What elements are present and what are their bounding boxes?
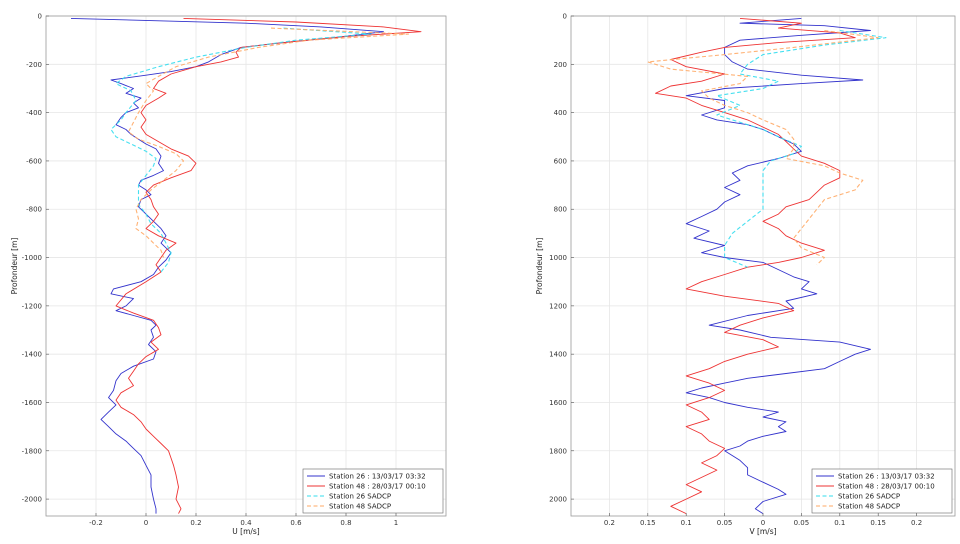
x-tick-label: 0 bbox=[144, 519, 148, 527]
y-tick-label: 400 bbox=[554, 109, 567, 117]
x-tick-label: -0.2 bbox=[89, 519, 103, 527]
series-line-3 bbox=[647, 29, 879, 266]
legend-label-0: Station 26 : 13/03/17 03:32 bbox=[329, 473, 426, 481]
x-tick-label: 0.2 bbox=[190, 519, 201, 527]
y-tick-label: 2000 bbox=[549, 496, 567, 504]
y-tick-label: -1200 bbox=[22, 302, 42, 310]
y-tick-label: 0 bbox=[38, 13, 42, 21]
x-axis-label: U [m/s] bbox=[232, 527, 260, 536]
legend-label-3: Station 48 SADCP bbox=[329, 503, 391, 511]
y-tick-label: -1800 bbox=[22, 447, 42, 455]
x-tick-label: 0.05 bbox=[794, 519, 810, 527]
series-line-0 bbox=[70, 17, 384, 514]
legend-label-2: Station 26 SADCP bbox=[329, 493, 391, 501]
y-axis-label: Profondeur [m] bbox=[10, 238, 19, 295]
x-tick-label: 1 bbox=[394, 519, 398, 527]
x-tick-label: 0.8 bbox=[340, 519, 351, 527]
x-tick-label: 0.1 bbox=[834, 519, 845, 527]
y-tick-label: 1200 bbox=[549, 302, 567, 310]
v-profile-chart: 0.2 0.15 0.1 0.05 0 0.05 0.1 0.15 0.2 0 200 400 600 8… bbox=[535, 13, 956, 536]
series-line-2 bbox=[110, 27, 372, 273]
x-axis-label: V [m/s] bbox=[749, 527, 776, 536]
y-tick-label: 600 bbox=[554, 157, 567, 165]
legend-label-0: Station 26 : 13/03/17 03:32 bbox=[838, 473, 935, 481]
y-tick-label: 1800 bbox=[549, 447, 567, 455]
legend-box bbox=[811, 468, 953, 514]
legend: Station 26 : 13/03/17 03:32 Station 48 : … bbox=[302, 468, 444, 514]
legend-label-1: Station 48 : 28/03/17 00:10 bbox=[838, 483, 935, 491]
y-tick-label: -200 bbox=[26, 61, 42, 69]
y-tick-label: -800 bbox=[26, 206, 42, 214]
x-tick-label: 0.05 bbox=[717, 519, 733, 527]
y-tick-label: -1400 bbox=[22, 351, 42, 359]
x-tick-label: 0.2 bbox=[911, 519, 922, 527]
x-tick-label: 0.15 bbox=[640, 519, 656, 527]
y-tick-label: 800 bbox=[554, 206, 567, 214]
legend-label-1: Station 48 : 28/03/17 00:10 bbox=[329, 483, 426, 491]
series-line-3 bbox=[127, 27, 410, 258]
series-line-0 bbox=[685, 17, 871, 514]
x-tick-label: 0.2 bbox=[604, 519, 615, 527]
y-tick-label: -400 bbox=[26, 109, 42, 117]
series-line-2 bbox=[716, 29, 887, 268]
y-axis-label: Profondeur [m] bbox=[535, 238, 544, 295]
x-tick-label: 0.6 bbox=[290, 519, 302, 527]
legend-box bbox=[302, 468, 444, 514]
y-tick-label: 1600 bbox=[549, 399, 567, 407]
u-profile-chart: -0.2 0 0.2 0.4 0.6 0.8 1 0 -200 -400 -600 -800 -1000… bbox=[10, 13, 447, 536]
x-tick-label: 0.1 bbox=[681, 519, 692, 527]
series-line-1 bbox=[655, 17, 856, 515]
y-tick-label: -1000 bbox=[22, 254, 42, 262]
x-tick-label: 0.15 bbox=[870, 519, 886, 527]
y-tick-label: 200 bbox=[554, 61, 567, 69]
legend-label-2: Station 26 SADCP bbox=[838, 493, 900, 501]
y-tick-label: 1000 bbox=[549, 254, 567, 262]
y-tick-label: 1400 bbox=[549, 351, 567, 359]
y-tick-label: -600 bbox=[26, 157, 42, 165]
legend-label-3: Station 48 SADCP bbox=[838, 503, 900, 511]
y-tick-label: -1600 bbox=[22, 399, 42, 407]
y-tick-label: 0 bbox=[563, 13, 567, 21]
x-tick-label: 0.4 bbox=[240, 519, 252, 527]
legend: Station 26 : 13/03/17 03:32 Station 48 : … bbox=[811, 468, 953, 514]
y-tick-label: -2000 bbox=[22, 496, 42, 504]
series-line-1 bbox=[115, 17, 422, 514]
x-tick-label: 0 bbox=[761, 519, 765, 527]
